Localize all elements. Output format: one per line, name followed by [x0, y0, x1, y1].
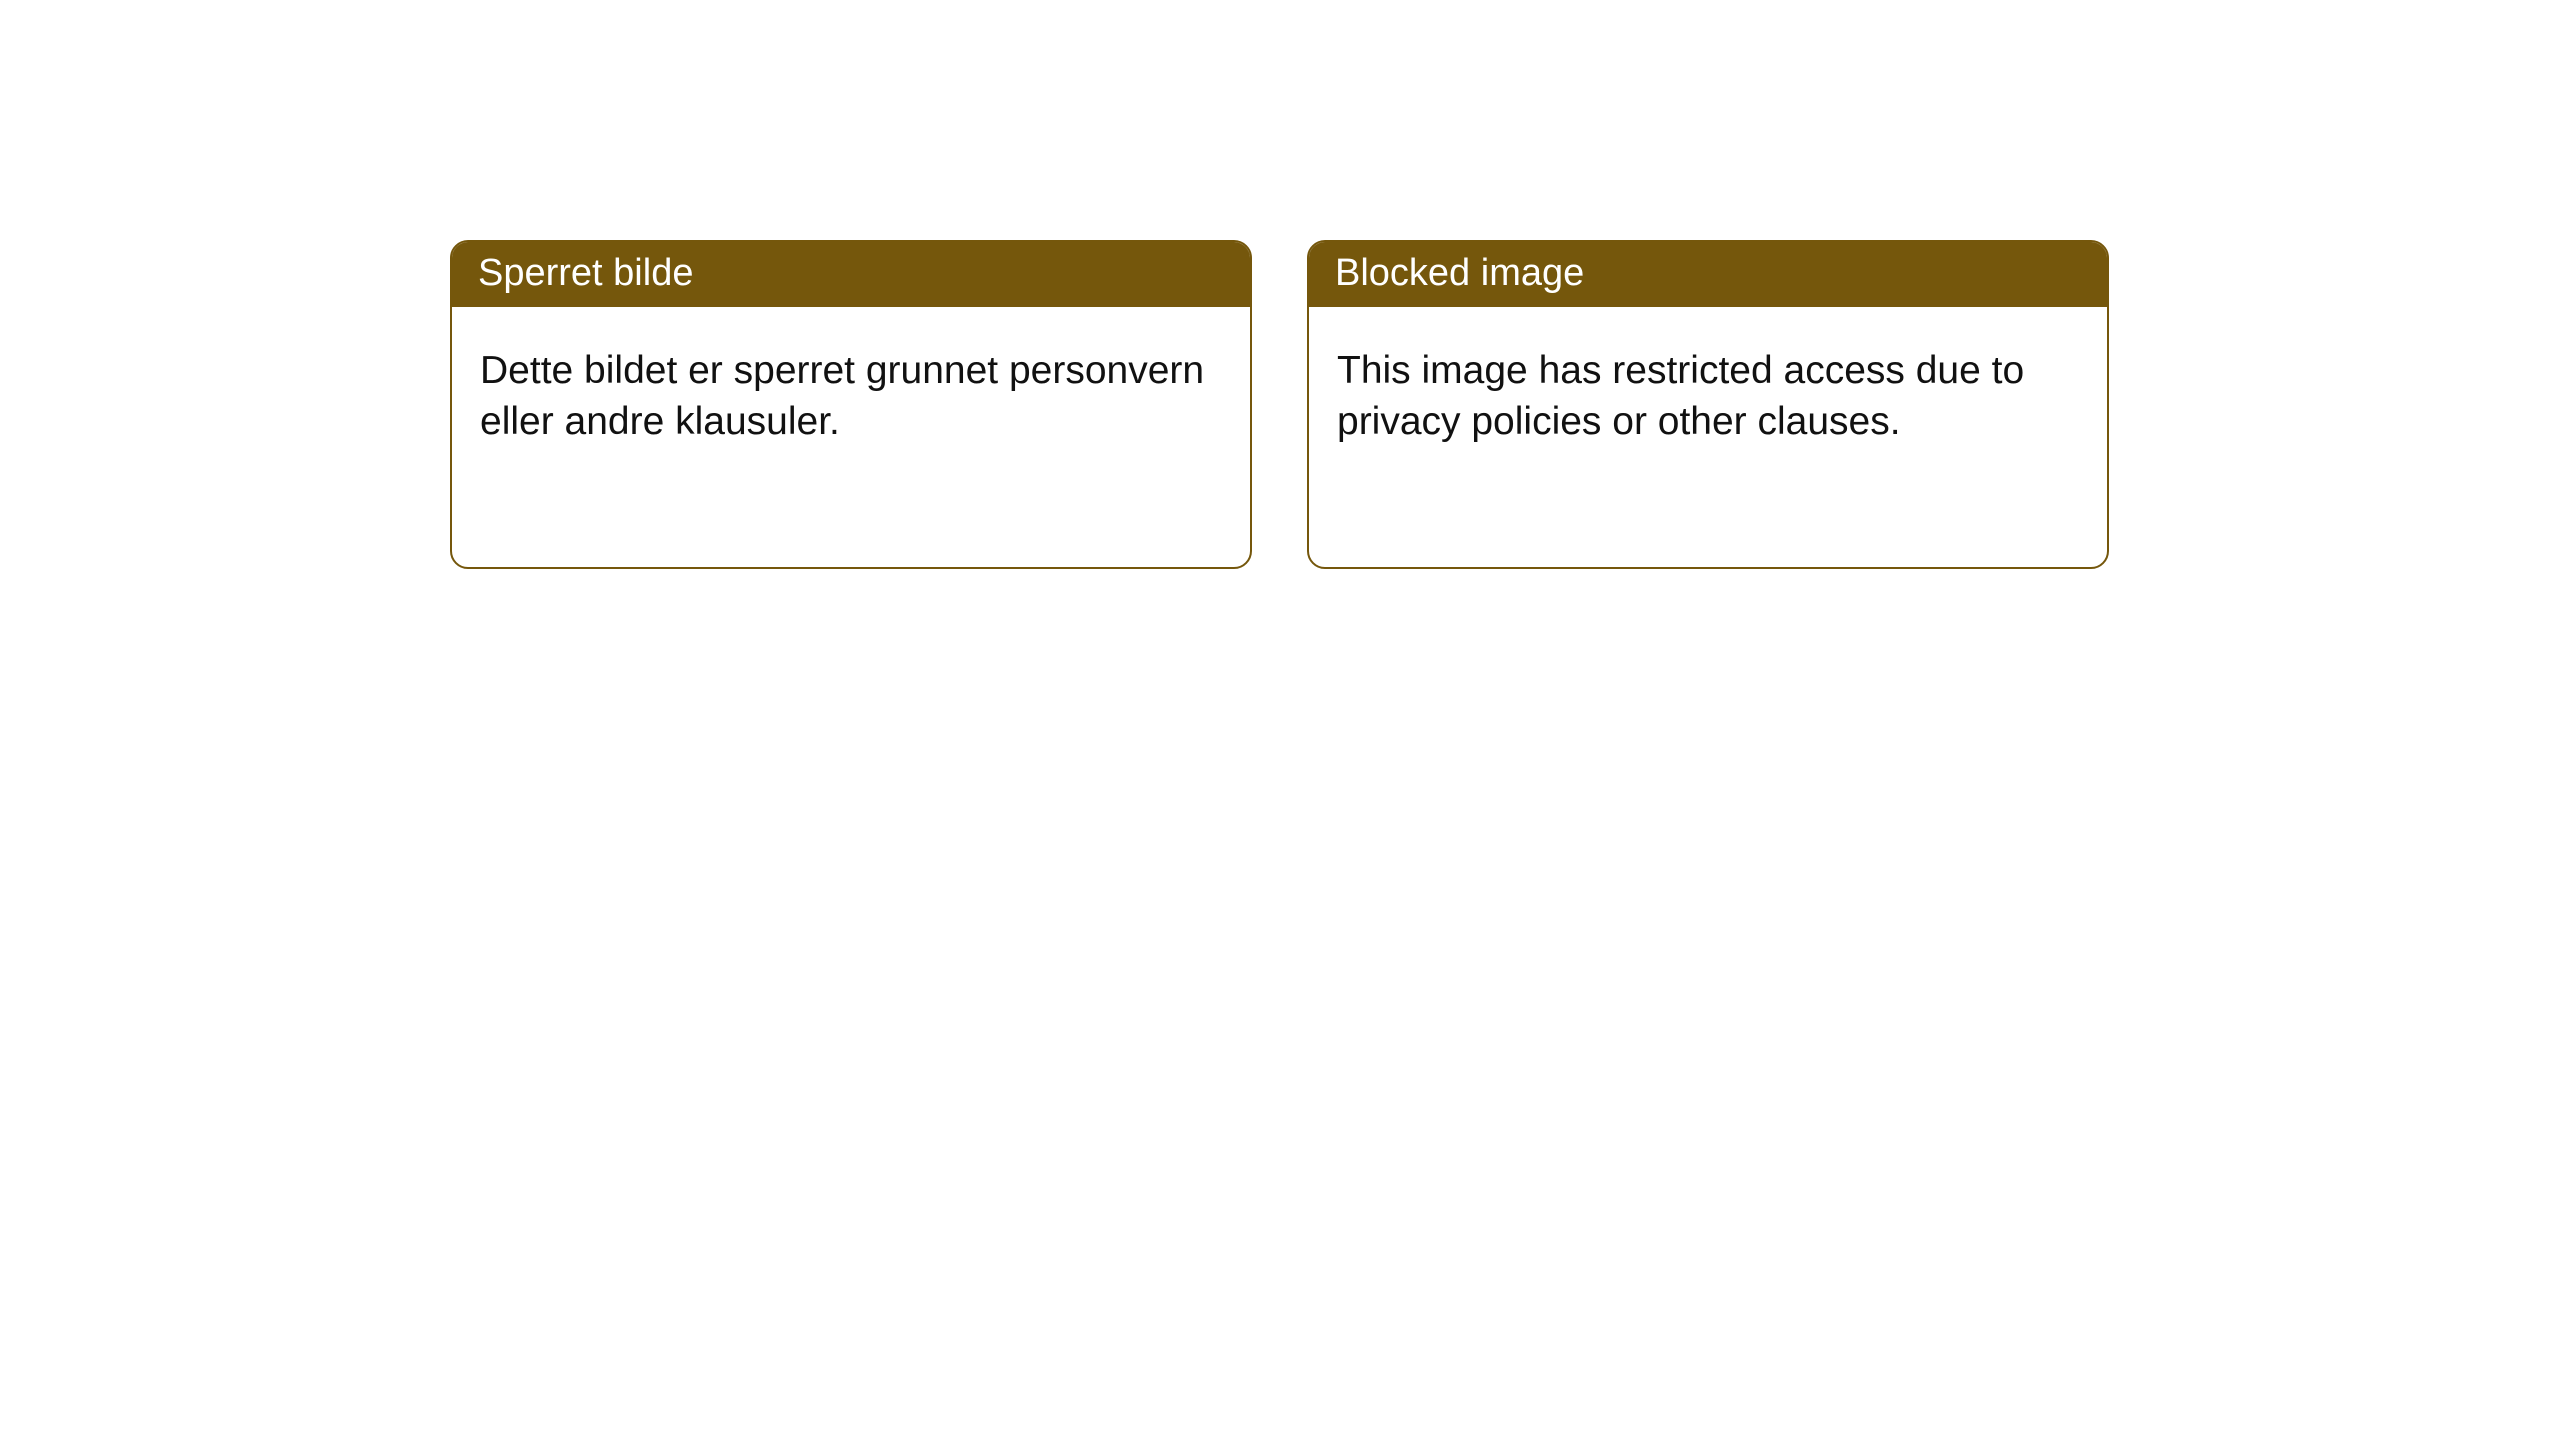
notice-card-body: Dette bildet er sperret grunnet personve… — [452, 307, 1250, 567]
notice-card-header: Sperret bilde — [452, 242, 1250, 307]
notice-card-norwegian: Sperret bilde Dette bildet er sperret gr… — [450, 240, 1252, 569]
notice-card-body: This image has restricted access due to … — [1309, 307, 2107, 567]
notice-cards-container: Sperret bilde Dette bildet er sperret gr… — [450, 240, 2109, 569]
notice-card-title: Blocked image — [1335, 252, 1584, 294]
notice-card-body-text: Dette bildet er sperret grunnet personve… — [480, 349, 1204, 443]
notice-card-title: Sperret bilde — [478, 252, 693, 294]
notice-card-body-text: This image has restricted access due to … — [1337, 349, 2024, 443]
notice-card-english: Blocked image This image has restricted … — [1307, 240, 2109, 569]
notice-card-header: Blocked image — [1309, 242, 2107, 307]
